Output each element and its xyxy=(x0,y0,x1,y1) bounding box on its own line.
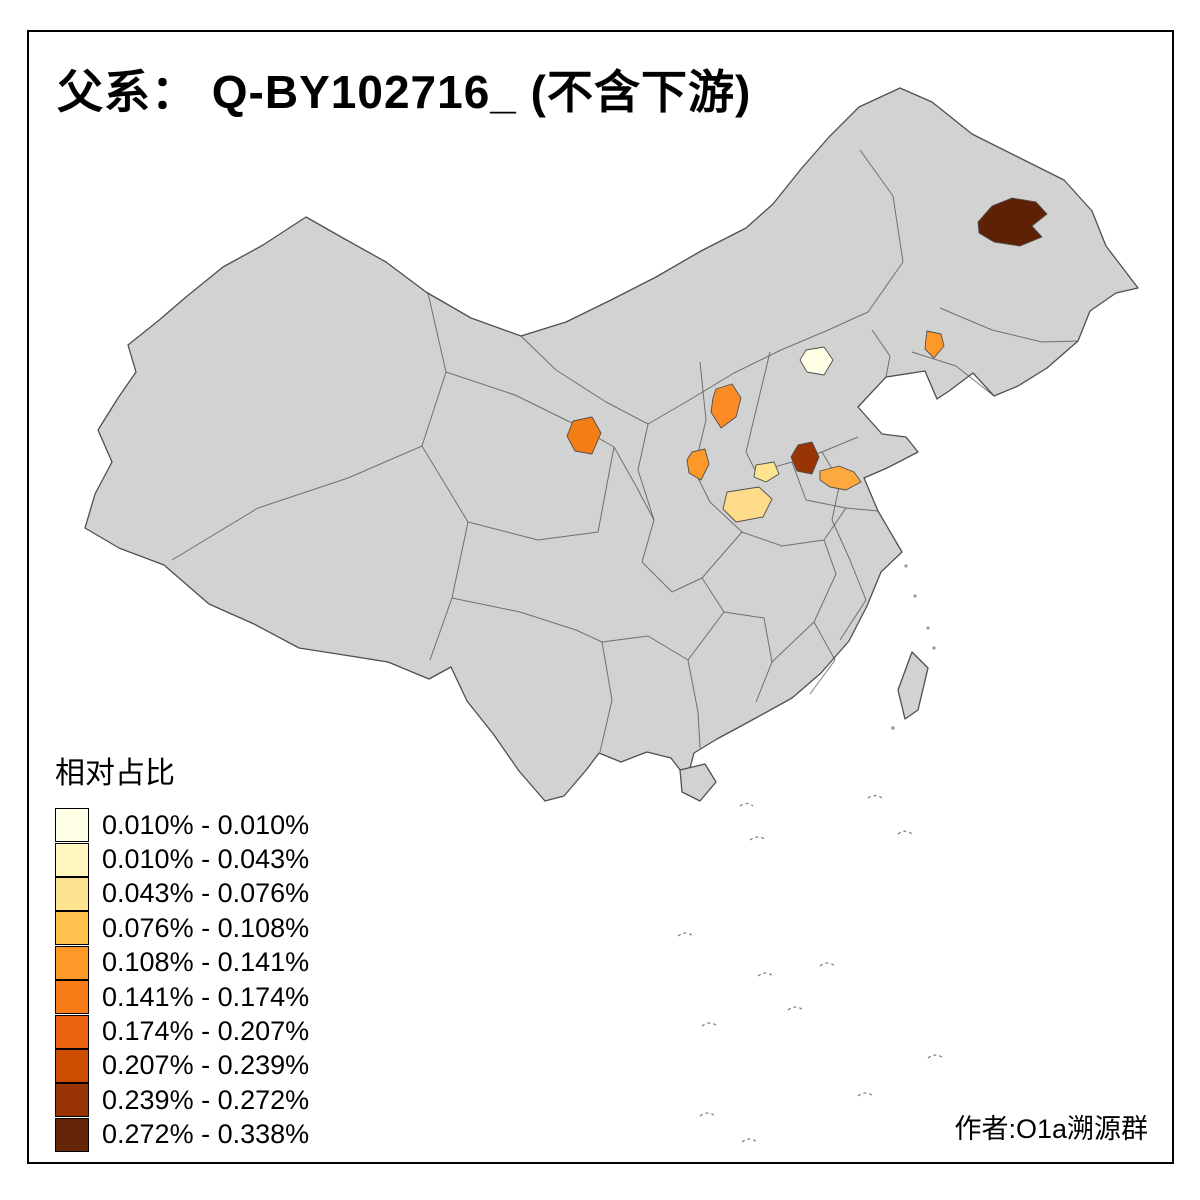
hainan-island xyxy=(679,763,717,802)
map-region-shaanxi-north xyxy=(686,448,710,481)
legend-item: 0.207% - 0.239% xyxy=(55,1048,310,1083)
map-region-guanzhong xyxy=(722,486,773,523)
legend-item: 0.272% - 0.338% xyxy=(55,1117,310,1152)
map-region-gansu xyxy=(566,416,602,455)
legend-item: 0.108% - 0.141% xyxy=(55,945,310,980)
map-region-jiangsu-north xyxy=(819,465,862,491)
legend-swatch xyxy=(55,1083,89,1118)
legend-swatch xyxy=(55,980,89,1015)
legend-item: 0.141% - 0.174% xyxy=(55,980,310,1015)
china-mainland xyxy=(84,87,1139,802)
legend-item: 0.239% - 0.272% xyxy=(55,1083,310,1118)
map-region-liaoning xyxy=(924,330,945,359)
legend-item: 0.010% - 0.043% xyxy=(55,842,310,877)
legend-item: 0.174% - 0.207% xyxy=(55,1014,310,1049)
legend-label: 0.076% - 0.108% xyxy=(102,912,310,943)
map-region-shanxi-south xyxy=(753,461,780,483)
sea-islands xyxy=(677,564,944,1143)
legend-label: 0.272% - 0.338% xyxy=(102,1119,310,1150)
map-region-heilongjiang xyxy=(977,197,1048,247)
legend-swatch xyxy=(55,842,89,877)
legend-label: 0.174% - 0.207% xyxy=(102,1016,310,1047)
legend-swatch xyxy=(55,1117,89,1152)
legend-label: 0.010% - 0.010% xyxy=(102,809,310,840)
legend-label: 0.207% - 0.239% xyxy=(102,1050,310,1081)
legend-item: 0.010% - 0.010% xyxy=(55,808,310,843)
legend-swatch xyxy=(55,1048,89,1083)
legend-label: 0.141% - 0.174% xyxy=(102,981,310,1012)
legend-swatch xyxy=(55,911,89,946)
map-region-henan-shandong-dark xyxy=(790,441,820,475)
legend-label: 0.239% - 0.272% xyxy=(102,1084,310,1115)
legend: 相对占比 0.010% - 0.010% 0.010% - 0.043% 0.0… xyxy=(55,748,309,1152)
legend-title: 相对占比 xyxy=(55,757,175,790)
highlighted-regions xyxy=(566,197,1048,523)
legend-label: 0.010% - 0.043% xyxy=(102,844,310,875)
map-region-shanxi-north xyxy=(710,383,742,429)
legend-swatch xyxy=(55,876,89,911)
legend-item: 0.076% - 0.108% xyxy=(55,911,310,946)
legend-swatch xyxy=(55,808,89,843)
map-title: 父系： Q-BY102716_ (不含下游) xyxy=(57,66,752,118)
author-credit: 作者:O1a溯源群 xyxy=(954,1114,1148,1144)
taiwan-island xyxy=(897,651,929,720)
province-borders xyxy=(171,149,1079,753)
legend-item: 0.043% - 0.076% xyxy=(55,876,310,911)
legend-swatch xyxy=(55,1014,89,1049)
legend-label: 0.043% - 0.076% xyxy=(102,878,310,909)
legend-label: 0.108% - 0.141% xyxy=(102,947,310,978)
legend-swatch xyxy=(55,945,89,980)
map-region-beijing xyxy=(799,346,834,376)
